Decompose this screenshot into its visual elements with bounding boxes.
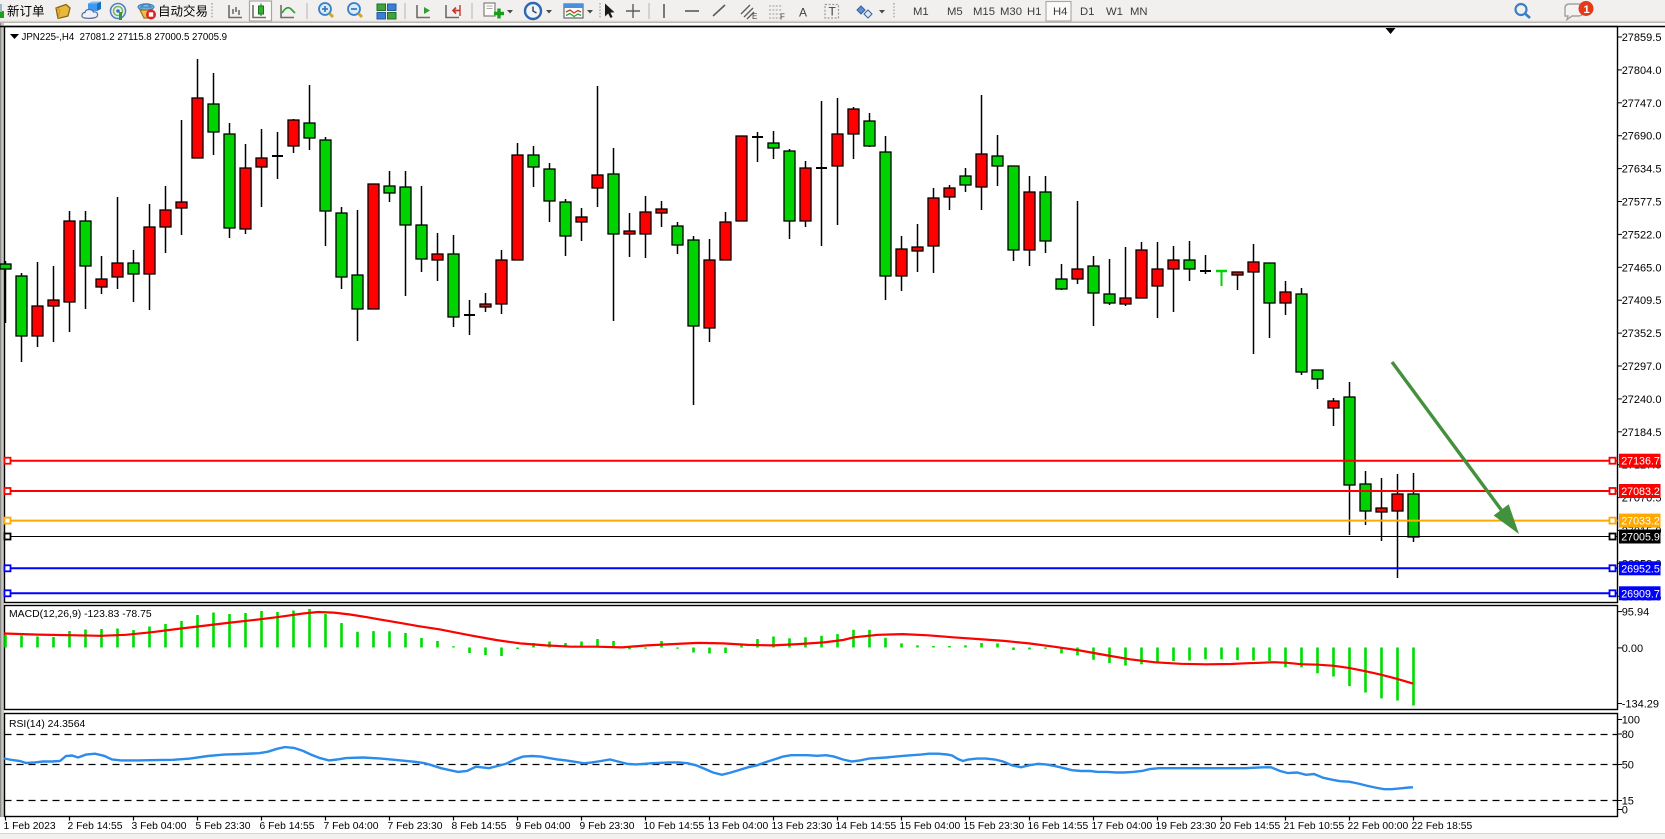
svg-text:1: 1 [1584,4,1590,16]
svg-text:15: 15 [1622,796,1634,808]
svg-text:95.94: 95.94 [1622,607,1650,619]
svg-text:A: A [799,6,807,20]
svg-text:D1: D1 [1080,6,1094,18]
svg-text:F: F [780,13,785,22]
svg-text:8 Feb 14:55: 8 Feb 14:55 [452,821,507,832]
svg-text:14 Feb 14:55: 14 Feb 14:55 [836,821,897,832]
svg-text:27033.2: 27033.2 [1621,516,1660,528]
svg-text:10 Feb 14:55: 10 Feb 14:55 [644,821,705,832]
svg-text:15 Feb 04:00: 15 Feb 04:00 [900,821,961,832]
svg-text:13 Feb 23:30: 13 Feb 23:30 [772,821,833,832]
svg-text:1 Feb 2023: 1 Feb 2023 [4,821,56,832]
svg-text:JPN225-,H4 27081.2 27115.8 27: JPN225-,H4 27081.2 27115.8 27000.5 27005… [22,32,228,43]
svg-text:0: 0 [1622,805,1628,817]
svg-text:27804.0: 27804.0 [1622,65,1662,77]
svg-text:7 Feb 04:00: 7 Feb 04:00 [324,821,379,832]
svg-text:19 Feb 23:30: 19 Feb 23:30 [1156,821,1217,832]
svg-text:M1: M1 [913,6,929,18]
svg-text:2 Feb 14:55: 2 Feb 14:55 [68,821,123,832]
svg-text:7 Feb 23:30: 7 Feb 23:30 [388,821,443,832]
svg-text:RSI(14) 24.3564: RSI(14) 24.3564 [9,719,85,730]
svg-text:27297.0: 27297.0 [1622,361,1662,373]
svg-text:27634.5: 27634.5 [1622,164,1662,176]
svg-text:26952.5: 26952.5 [1621,563,1660,575]
svg-text:MACD(12,26,9) -123.83 -78.75: MACD(12,26,9) -123.83 -78.75 [9,609,152,620]
svg-text:80: 80 [1622,729,1634,741]
svg-text:50: 50 [1622,760,1634,772]
svg-text:27859.5: 27859.5 [1622,32,1662,44]
svg-text:新订单: 新订单 [7,4,45,19]
svg-text:27690.0: 27690.0 [1622,131,1662,143]
svg-text:27747.0: 27747.0 [1622,98,1662,110]
svg-text:27005.9: 27005.9 [1621,532,1660,544]
svg-text:27409.5: 27409.5 [1622,295,1662,307]
svg-text:27577.5: 27577.5 [1622,197,1662,209]
svg-text:M30: M30 [1000,6,1022,18]
svg-text:5 Feb 23:30: 5 Feb 23:30 [196,821,251,832]
svg-text:MN: MN [1130,6,1148,18]
svg-text:27240.0: 27240.0 [1622,394,1662,406]
svg-text:13 Feb 04:00: 13 Feb 04:00 [708,821,769,832]
svg-text:M5: M5 [947,6,963,18]
svg-text:100: 100 [1622,715,1640,727]
svg-text:27352.5: 27352.5 [1622,328,1662,340]
svg-text:16 Feb 14:55: 16 Feb 14:55 [1028,821,1089,832]
svg-text:6 Feb 14:55: 6 Feb 14:55 [260,821,315,832]
svg-text:21 Feb 10:55: 21 Feb 10:55 [1284,821,1345,832]
svg-text:9 Feb 04:00: 9 Feb 04:00 [516,821,571,832]
svg-text:3 Feb 04:00: 3 Feb 04:00 [132,821,187,832]
svg-text:H4: H4 [1053,6,1067,18]
svg-text:M15: M15 [973,6,995,18]
svg-text:W1: W1 [1106,6,1123,18]
svg-text:26909.7: 26909.7 [1621,588,1660,600]
svg-text:-134.29: -134.29 [1622,699,1659,711]
svg-text:17 Feb 04:00: 17 Feb 04:00 [1092,821,1153,832]
svg-text:0.00: 0.00 [1622,643,1643,655]
svg-text:27136.7: 27136.7 [1621,456,1660,468]
svg-text:20 Feb 14:55: 20 Feb 14:55 [1220,821,1281,832]
svg-text:H1: H1 [1027,6,1041,18]
svg-text:27184.5: 27184.5 [1622,427,1662,439]
svg-text:15 Feb 23:30: 15 Feb 23:30 [964,821,1025,832]
svg-text:27083.2: 27083.2 [1621,486,1660,498]
svg-text:9 Feb 23:30: 9 Feb 23:30 [580,821,635,832]
svg-text:22 Feb 18:55: 22 Feb 18:55 [1412,821,1473,832]
svg-text:T: T [829,5,837,19]
svg-text:E: E [752,12,757,21]
svg-text:22 Feb 00:00: 22 Feb 00:00 [1348,821,1409,832]
svg-text:自动交易: 自动交易 [158,4,208,19]
svg-text:27522.0: 27522.0 [1622,229,1662,241]
svg-text:27465.0: 27465.0 [1622,262,1662,274]
